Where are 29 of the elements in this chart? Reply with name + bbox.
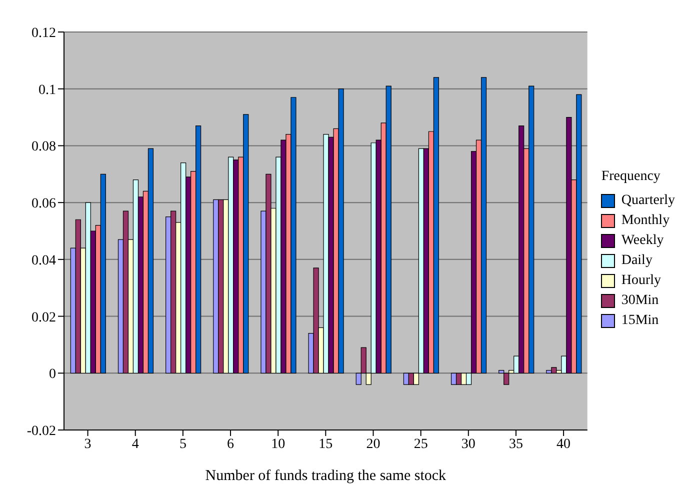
x-tick-label: 20 [366,436,380,452]
x-tick-label: 35 [508,436,523,452]
x-tick-label: 25 [414,436,428,452]
y-tick-label: 0.08 [32,140,56,155]
x-axis-title: Number of funds trading the same stock [205,468,447,484]
x-tick-label: 5 [179,436,186,452]
legend-label: 15Min [621,313,659,329]
x-tick-label: 15 [318,436,333,452]
legend-label: Hourly [621,273,662,289]
legend-label: Monthly [621,213,670,229]
x-tick-label: 30 [461,436,476,452]
legend-title: Frequency [601,169,662,185]
x-tick-label: 6 [227,436,234,452]
y-tick-label: 0.06 [32,196,56,212]
x-tick-label: 4 [132,436,139,452]
x-tick-label: 40 [556,436,571,452]
legend-label: Quarterly [621,193,675,209]
y-tick-label: 0 [49,367,56,382]
legend-label: Weekly [621,233,664,249]
legend-label: 30Min [621,293,659,309]
legend-label: Daily [621,253,652,269]
y-tick-label: -0.02 [26,424,56,439]
x-tick-label: 3 [84,436,92,452]
y-tick-label: 0.1 [38,82,56,98]
x-tick-label: 10 [271,436,286,452]
y-tick-label: 0.04 [32,253,56,268]
y-tick-label: 0.12 [32,26,56,41]
y-tick-label: 0.02 [32,310,56,326]
bar [450,372,457,385]
